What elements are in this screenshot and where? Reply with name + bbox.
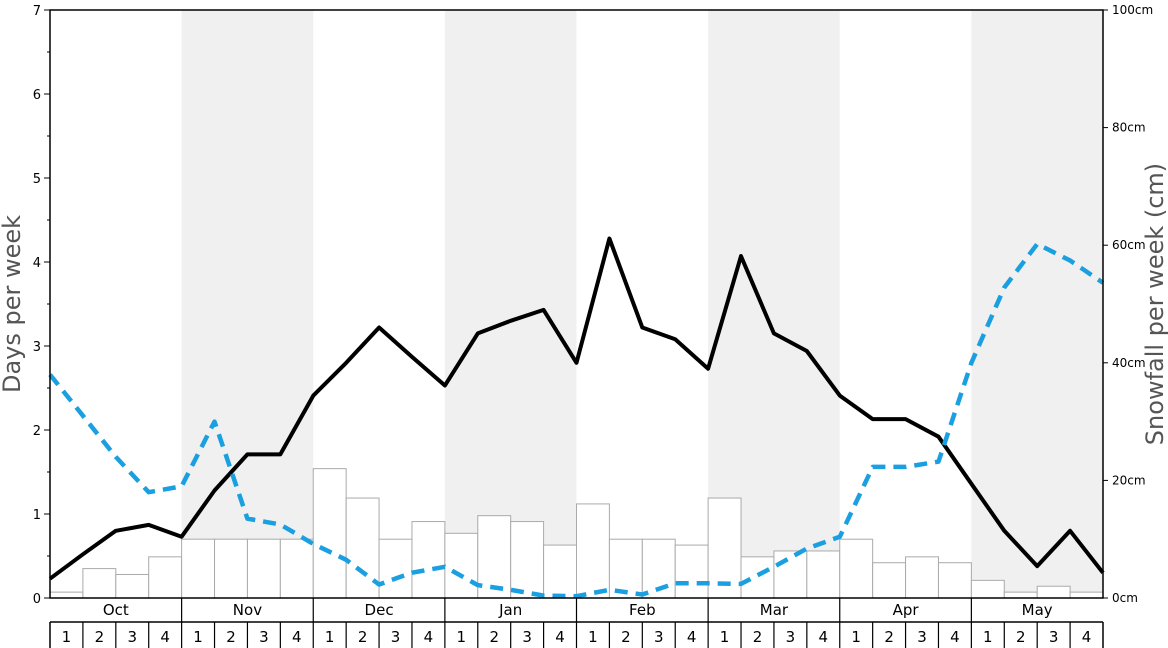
- left-axis-title: Days per week: [0, 215, 26, 393]
- snowfall-bar: [115, 573, 150, 599]
- week-label: 2: [1016, 628, 1026, 646]
- snowfall-bar: [378, 538, 413, 599]
- snowfall-bar: [1069, 591, 1104, 599]
- week-label: 3: [1049, 628, 1059, 646]
- snowfall-bar: [806, 550, 841, 599]
- snowfall-bar: [608, 538, 643, 599]
- snowfall-bar: [1036, 585, 1071, 599]
- snowfall-bars: [49, 468, 1104, 599]
- week-label: 4: [292, 628, 302, 646]
- snowfall-bar: [773, 550, 808, 599]
- week-label: 2: [358, 628, 368, 646]
- snowfall-bar: [510, 521, 545, 599]
- right-tick-label: 60cm: [1112, 238, 1146, 252]
- week-label: 4: [1082, 628, 1092, 646]
- month-label: Dec: [365, 601, 394, 619]
- snowfall-bar: [1003, 591, 1038, 599]
- week-label: 1: [457, 628, 467, 646]
- snowfall-bar: [740, 556, 775, 599]
- month-band-nov: [181, 10, 314, 598]
- left-tick-label: 7: [33, 4, 41, 19]
- week-label: 1: [720, 628, 730, 646]
- week-label: 1: [851, 628, 861, 646]
- month-label: May: [1022, 601, 1053, 619]
- left-tick-label: 3: [33, 340, 41, 355]
- week-label: 2: [489, 628, 499, 646]
- week-label: 4: [160, 628, 170, 646]
- snowfall-bar: [872, 562, 907, 599]
- week-label: 4: [424, 628, 434, 646]
- snowfall-bar: [970, 579, 1005, 599]
- right-axis: 0cm 20cm 40cm 60cm 80cm 100cm: [1103, 3, 1153, 605]
- month-label: Jan: [498, 601, 522, 619]
- right-tick-label: 40cm: [1112, 356, 1146, 370]
- week-label: 3: [259, 628, 269, 646]
- month-label: Mar: [760, 601, 789, 619]
- week-label: 3: [391, 628, 401, 646]
- snowfall-bar: [576, 503, 610, 599]
- snowfall-bar: [312, 468, 347, 599]
- month-axis: Oct Nov Dec Jan Feb Mar Apr May: [50, 598, 1103, 623]
- week-label: 2: [95, 628, 105, 646]
- right-tick-label: 100cm: [1112, 3, 1153, 17]
- snowfall-bar: [477, 515, 512, 599]
- week-label: 2: [621, 628, 631, 646]
- month-band-jan: [444, 10, 577, 598]
- right-tick-label: 20cm: [1112, 473, 1146, 487]
- left-tick-label: 0: [33, 592, 41, 607]
- snow-depth-line: [48, 241, 1105, 599]
- week-label: 3: [917, 628, 927, 646]
- week-label: 2: [753, 628, 763, 646]
- snowfall-bar: [246, 538, 281, 599]
- week-label: 1: [193, 628, 203, 646]
- snowfall-bar: [707, 497, 742, 599]
- left-tick-label: 1: [33, 508, 41, 523]
- snowfall-bar: [444, 532, 479, 599]
- month-label: Nov: [233, 601, 262, 619]
- month-label: Feb: [629, 601, 656, 619]
- snowfall-bar: [279, 538, 314, 599]
- week-label: 4: [555, 628, 565, 646]
- snowfall-bar: [181, 538, 216, 599]
- snowfall-bar: [543, 544, 577, 599]
- snowfall-bar: [905, 556, 939, 599]
- left-tick-label: 5: [33, 172, 41, 187]
- snowfall-bar: [839, 538, 874, 599]
- month-shading: [181, 10, 1103, 598]
- week-label: 3: [786, 628, 796, 646]
- week-label: 1: [588, 628, 598, 646]
- week-label: 3: [127, 628, 137, 646]
- week-label: 2: [226, 628, 236, 646]
- week-axis: 1 2 3 4 1 2 3 4 1 2 3 4 1 2 3 4 1 2 3 4 1 2 3 4 1 2 3 4 1 2 3 4: [49, 622, 1104, 648]
- snowfall-bar: [82, 568, 117, 599]
- week-label: 4: [950, 628, 960, 646]
- right-tick-label: 0cm: [1112, 591, 1138, 605]
- snowfall-bar: [411, 521, 446, 599]
- snowfall-bar: [937, 562, 972, 599]
- snow-days-line: [48, 236, 1105, 581]
- left-tick-label: 4: [33, 256, 41, 271]
- week-label: 4: [819, 628, 829, 646]
- week-label: 4: [687, 628, 697, 646]
- month-label: Apr: [893, 601, 920, 619]
- week-label: 1: [983, 628, 993, 646]
- right-tick-label: 80cm: [1112, 121, 1146, 135]
- snowfall-bar: [214, 538, 248, 599]
- snowfall-bar: [674, 544, 709, 599]
- week-label: 2: [884, 628, 894, 646]
- left-axis: 0 1 2 3 4 5 6 7: [33, 4, 50, 607]
- week-label: 1: [325, 628, 335, 646]
- month-band-may: [971, 10, 1103, 598]
- snowfall-bar: [148, 556, 183, 599]
- left-tick-label: 6: [33, 88, 41, 103]
- week-label: 1: [62, 628, 72, 646]
- week-label: 3: [654, 628, 664, 646]
- snowfall-bar: [49, 591, 84, 599]
- right-axis-title: Snowfall per week (cm): [1141, 163, 1168, 445]
- month-label: Oct: [103, 601, 129, 619]
- series-lines: [48, 236, 1105, 599]
- left-tick-label: 2: [33, 424, 41, 439]
- week-label: 3: [522, 628, 532, 646]
